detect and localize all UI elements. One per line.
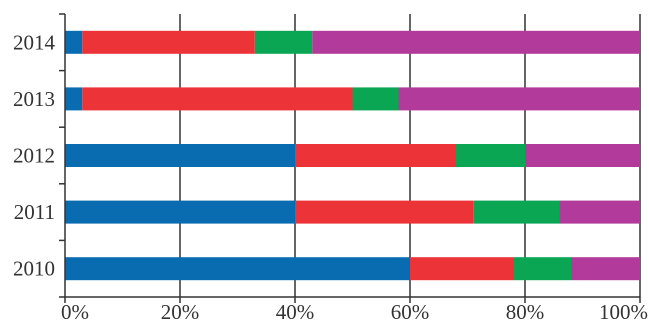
bar-2010-series-2 <box>410 257 514 281</box>
bar-2011-series-1 <box>65 200 295 224</box>
x-tick-label-100: 100% <box>599 300 648 321</box>
bar-2010-series-4 <box>571 257 640 281</box>
bar-2010-series-3 <box>513 257 571 281</box>
bar-2013-series-1 <box>65 87 83 111</box>
bar-2014-series-1 <box>65 30 83 54</box>
y-tick-label-2013: 2013 <box>13 87 55 111</box>
bar-2014-series-3 <box>254 30 313 54</box>
bar-2014-series-2 <box>82 30 255 54</box>
bar-2011-series-4 <box>559 200 640 224</box>
bar-2013-series-2 <box>82 87 353 111</box>
bar-2012-series-3 <box>456 144 525 167</box>
bars <box>65 30 640 281</box>
bar-2012-series-4 <box>525 144 640 167</box>
bar-2013-series-4 <box>398 87 640 111</box>
bar-2012-series-1 <box>65 144 295 167</box>
bar-2013-series-3 <box>352 87 399 111</box>
y-tick-label-2012: 2012 <box>13 144 55 168</box>
bar-2011-series-3 <box>473 200 560 224</box>
tick-labels: 2010 2011 2012 2013 2014 0% 20% 40% 60% 80% 100% <box>13 30 648 321</box>
axes <box>59 13 641 303</box>
y-tick-label-2010: 2010 <box>13 257 55 281</box>
bar-2011-series-2 <box>295 200 474 224</box>
bar-2014-series-4 <box>312 30 640 54</box>
x-tick-label-40: 40% <box>276 300 315 321</box>
x-tick-label-0: 0% <box>61 300 89 321</box>
x-tick-label-80: 80% <box>506 300 545 321</box>
bar-2010-series-1 <box>65 257 410 281</box>
x-tick-label-60: 60% <box>391 300 430 321</box>
y-tick-label-2014: 2014 <box>13 30 56 54</box>
y-tick-label-2011: 2011 <box>14 200 55 224</box>
bar-2012-series-2 <box>295 144 456 167</box>
x-tick-label-20: 20% <box>161 300 200 321</box>
